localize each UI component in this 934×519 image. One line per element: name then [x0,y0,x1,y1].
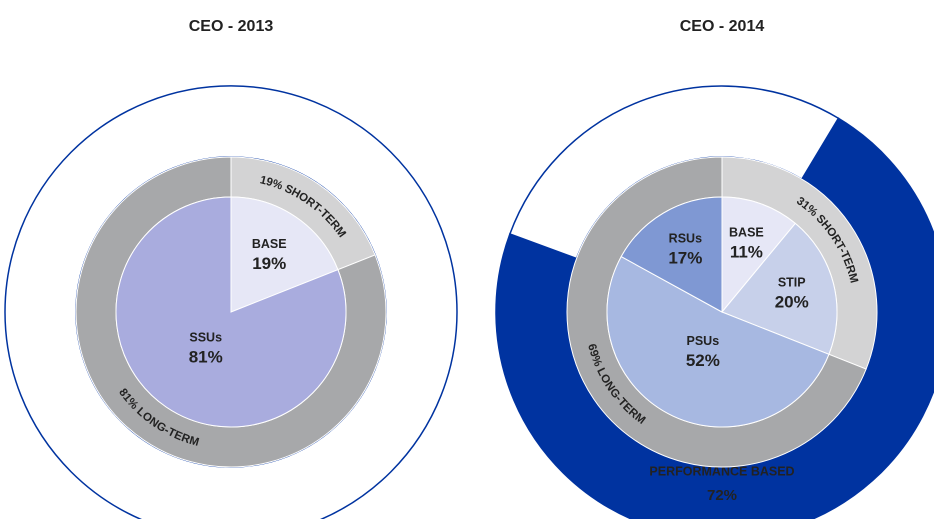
chart-title: CEO - 2013 [189,18,274,35]
segment-label: PSUs [687,334,720,348]
chart-title: CEO - 2014 [680,18,765,35]
segment-label: BASE [252,237,287,251]
pie-segment [230,196,339,313]
segment-label: SSUs [189,331,222,345]
segment-label: RSUs [669,231,702,245]
segment-label: STIP [778,275,806,289]
segment-label: PERFORMANCE BASED [649,464,794,478]
value-label: 11% [730,243,763,262]
segment-label: BASE [729,226,764,240]
pie-segment [115,196,347,428]
pie-segment [620,196,723,313]
value-label: 20% [775,293,809,312]
value-label: 52% [686,351,720,370]
value-label: 72% [707,487,737,504]
value-label: 17% [668,249,702,268]
pie-segment [721,196,797,314]
pie-segment [606,255,830,428]
value-label: 81% [189,348,223,367]
value-label: 19% [252,254,286,273]
pie-segment [721,222,838,355]
